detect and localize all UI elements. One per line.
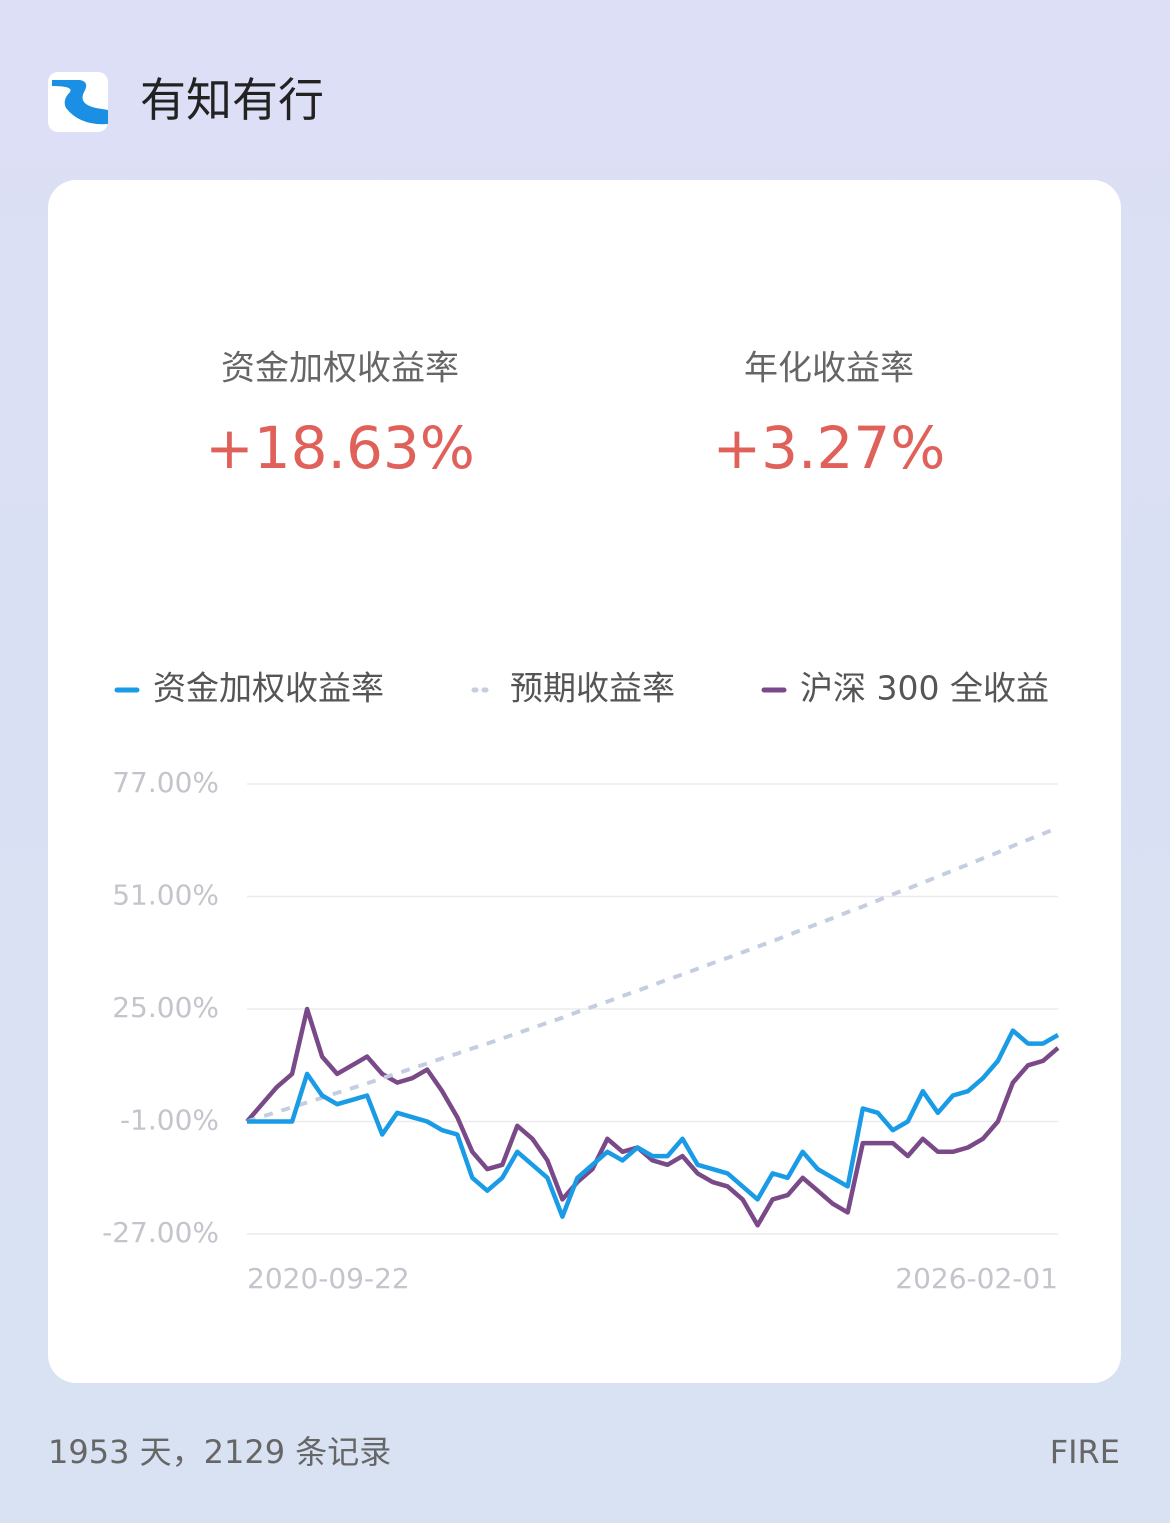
stat-label: 年化收益率 xyxy=(744,349,914,389)
y-tick-label: 25.00% xyxy=(112,991,219,1024)
stat-label: 资金加权收益率 xyxy=(221,349,459,389)
app-title: 有知有行 xyxy=(140,73,324,127)
y-tick-label: -27.00% xyxy=(102,1216,219,1249)
y-tick-label: 51.00% xyxy=(112,879,219,912)
chart: 77.00% 51.00% 25.00% -1.00% -27.00% 2020-09-2… xyxy=(102,669,1060,1295)
x-tick-label: 2020-09-22 xyxy=(247,1262,410,1295)
series-line xyxy=(245,1006,1060,1228)
x-tick-label: 2026-02-01 xyxy=(895,1262,1058,1295)
y-tick-label: 77.00% xyxy=(112,766,219,799)
legend-label: 资金加权收益率 xyxy=(153,669,384,708)
stat-value: +18.63% xyxy=(205,414,475,482)
y-tick-label: -1.00% xyxy=(120,1104,219,1137)
card xyxy=(48,180,1121,1383)
footer-info: 1953 天，2129 条记录 xyxy=(48,1433,391,1471)
footer-brand: FIRE xyxy=(1050,1433,1120,1471)
legend-label: 沪深 300 全收益 xyxy=(800,669,1049,708)
logo xyxy=(48,72,108,132)
legend-label: 预期收益率 xyxy=(510,669,675,708)
stat-value: +3.27% xyxy=(713,414,946,482)
series-line xyxy=(247,1028,1060,1219)
